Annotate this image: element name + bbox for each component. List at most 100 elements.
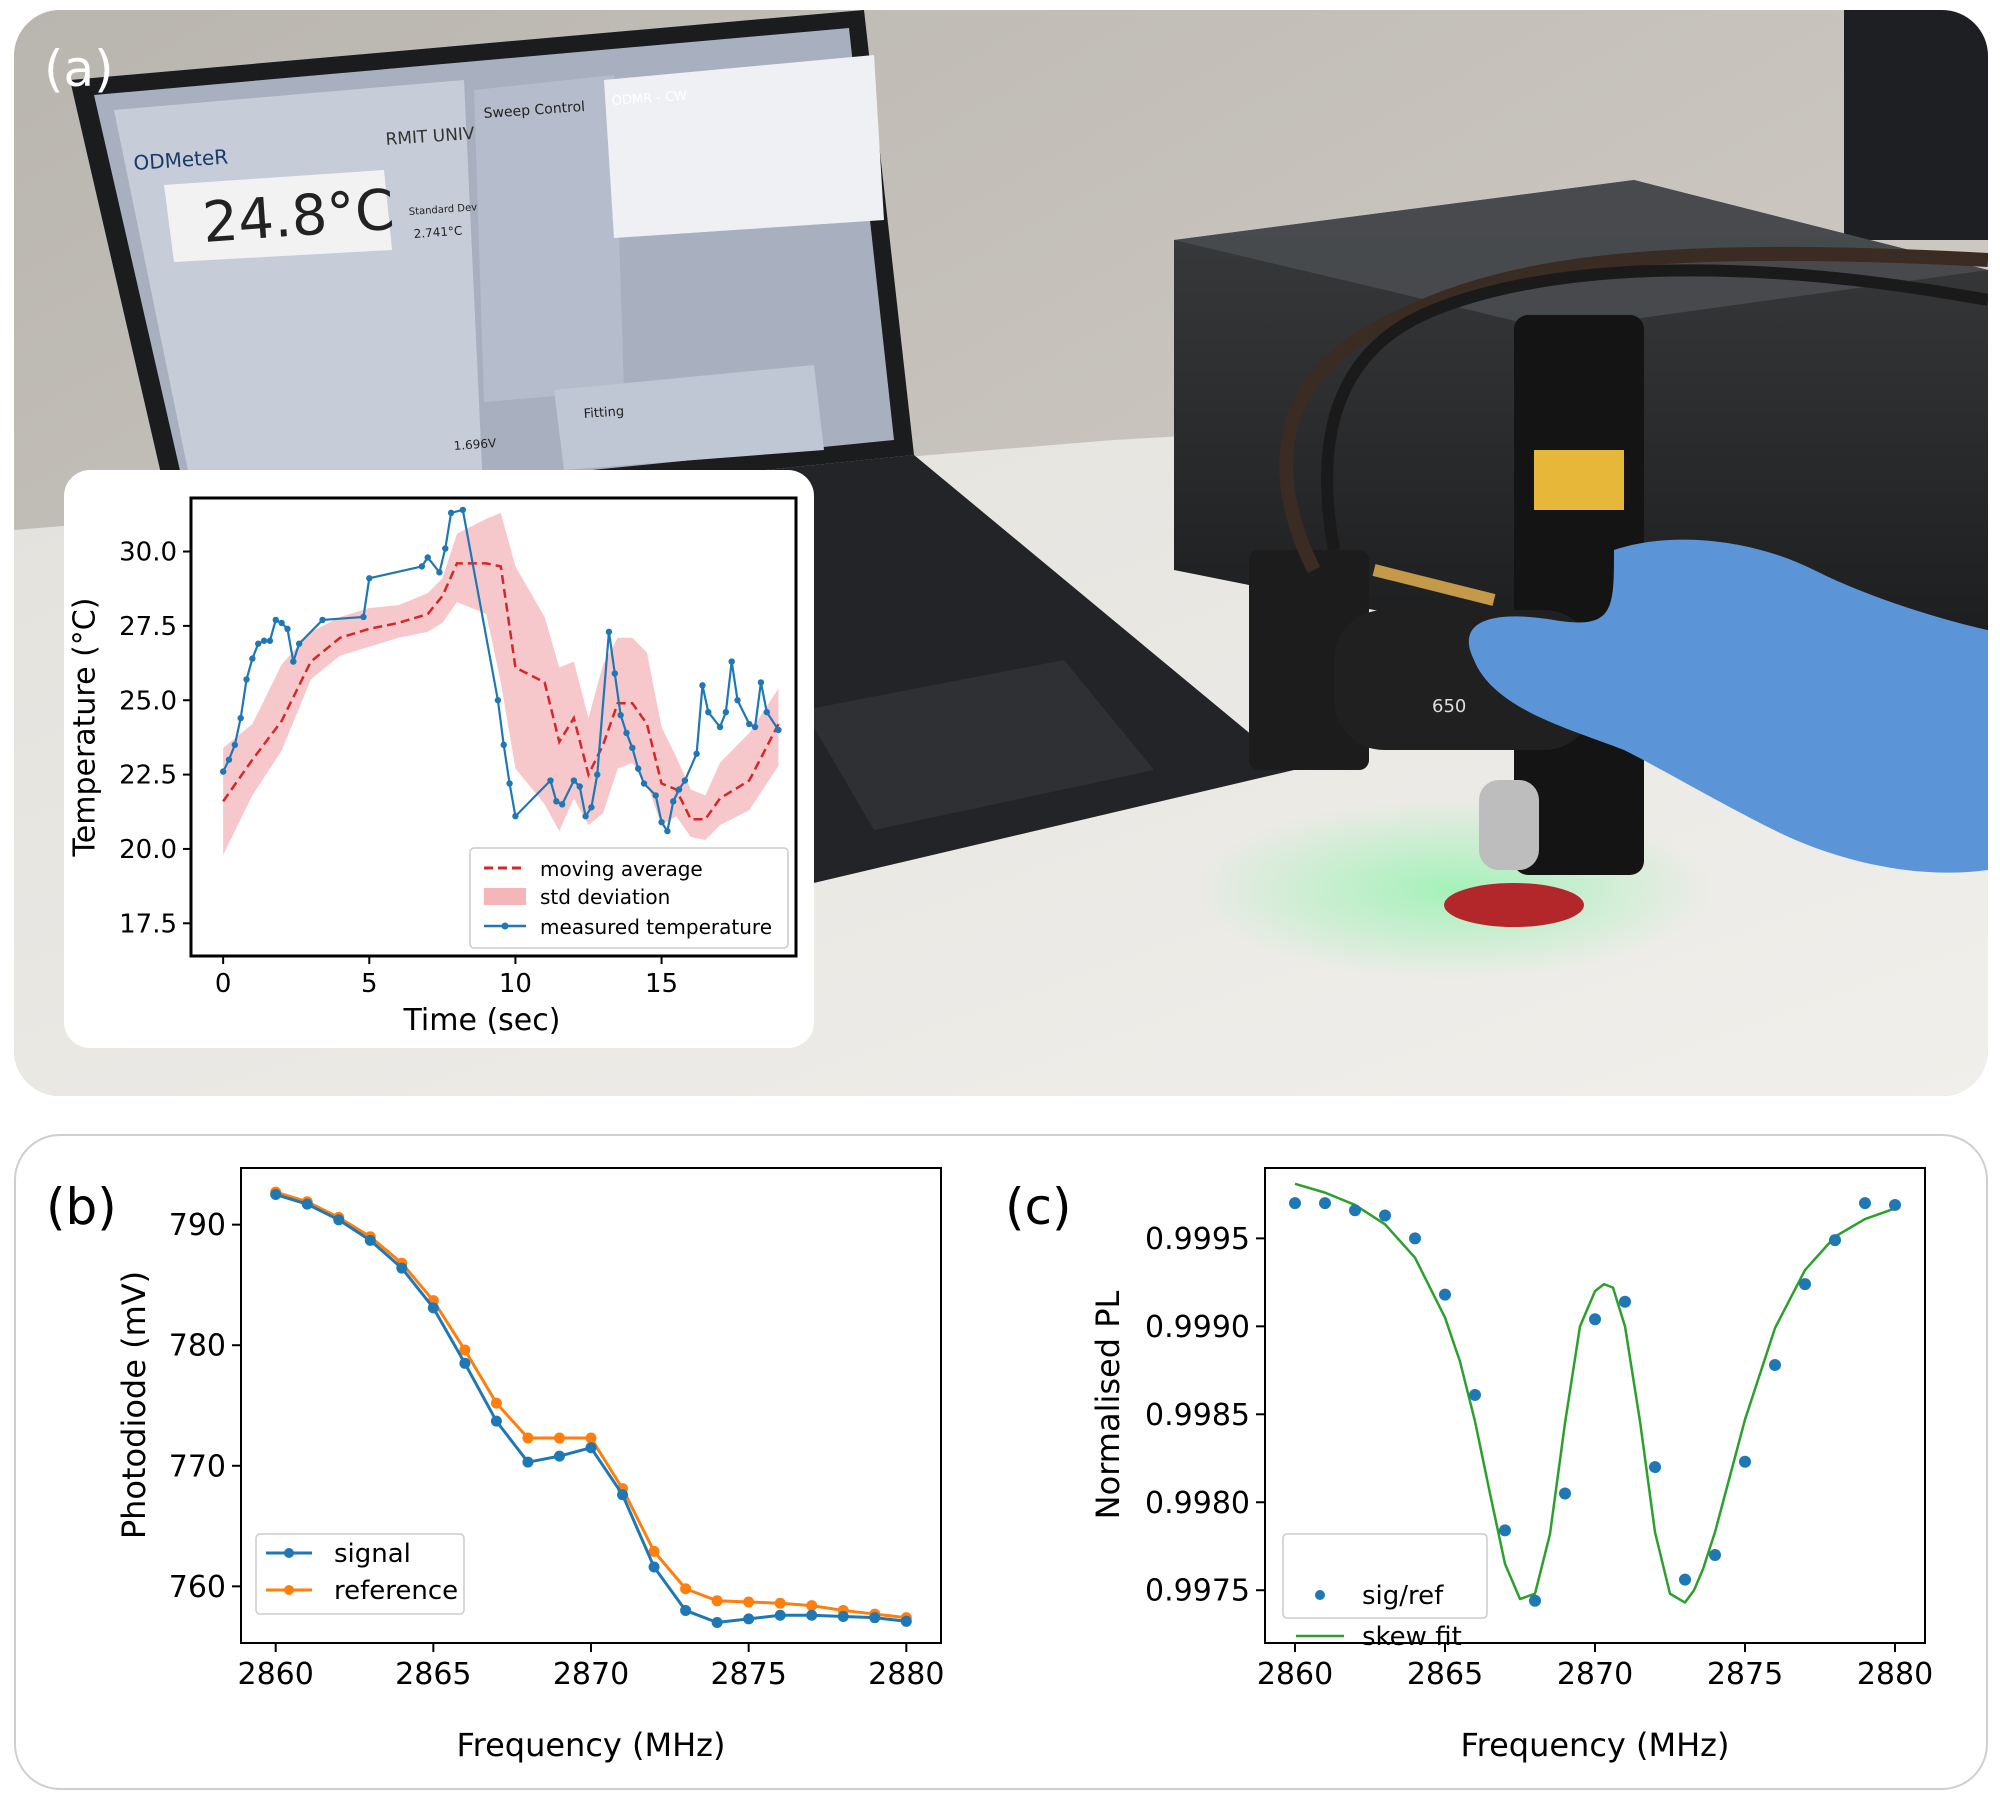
measured-temperature-point bbox=[681, 777, 689, 784]
measured-temperature-point bbox=[512, 813, 519, 820]
legend-marker-reference bbox=[284, 1585, 294, 1595]
signal-point bbox=[711, 1617, 723, 1629]
signal-point bbox=[680, 1604, 692, 1616]
photo-panel: 24.8°C ODMeteR RMIT UNIVERSITY Standard … bbox=[14, 10, 1988, 1096]
legend-label-std-deviation: std deviation bbox=[540, 885, 670, 909]
b-ytick-label: 760 bbox=[169, 1570, 226, 1605]
a-xtick-label: 15 bbox=[645, 969, 678, 999]
signal-point bbox=[333, 1214, 345, 1226]
measured-temperature-point bbox=[757, 679, 765, 686]
a-xtick-label: 10 bbox=[499, 969, 532, 999]
measured-temperature-point bbox=[360, 613, 367, 621]
c-xtick-label: 2870 bbox=[1557, 1657, 1633, 1692]
measured-temperature-point bbox=[576, 783, 583, 790]
signal-point bbox=[837, 1610, 849, 1622]
signal-point bbox=[459, 1357, 471, 1369]
sig-ref-point bbox=[1379, 1209, 1391, 1222]
measured-temperature-point bbox=[447, 509, 455, 517]
sweep-control-title: Sweep Control bbox=[483, 99, 585, 122]
measured-temperature-point bbox=[594, 771, 601, 778]
reference-point bbox=[490, 1397, 502, 1409]
x-axis-label-b: Frequency (MHz) bbox=[457, 1726, 726, 1764]
measured-temperature-point bbox=[617, 711, 624, 719]
b-xtick-label: 2875 bbox=[710, 1657, 786, 1692]
measured-temperature-point bbox=[284, 625, 291, 633]
measured-temperature-point bbox=[605, 628, 613, 636]
sig-ref-point bbox=[1409, 1232, 1421, 1245]
legend-a: moving average std deviation measured te… bbox=[469, 847, 789, 949]
signal-point bbox=[301, 1198, 313, 1210]
measured-temperature-point bbox=[640, 780, 648, 787]
inset-chart-card: 0 5 10 15 17.5 20.0 22.5 25.0 27.5 30.0 Time (se… bbox=[64, 470, 814, 1048]
a-ytick-label: 20.0 bbox=[119, 835, 177, 865]
a-ytick-label: 17.5 bbox=[119, 909, 177, 939]
measured-temperature-point bbox=[260, 637, 268, 644]
measured-temperature-point bbox=[547, 777, 554, 784]
c-ytick-label: 0.9980 bbox=[1145, 1486, 1250, 1521]
reference-point bbox=[553, 1432, 565, 1444]
measured-temperature-point bbox=[699, 682, 706, 689]
sig-ref-point bbox=[1679, 1573, 1691, 1586]
touchpad bbox=[804, 660, 1154, 830]
signal-point bbox=[270, 1189, 282, 1201]
legend-c: sig/ref skew fit bbox=[1282, 1533, 1488, 1652]
measured-temperature-point bbox=[418, 563, 426, 570]
signal-point bbox=[522, 1456, 534, 1468]
sig-ref-point bbox=[1769, 1359, 1781, 1372]
sig-ref-point bbox=[1439, 1288, 1451, 1301]
warning-label bbox=[1534, 450, 1624, 510]
measured-temperature-point bbox=[658, 818, 665, 826]
measured-temperature-point bbox=[623, 729, 630, 737]
measured-temperature-point bbox=[243, 676, 250, 683]
cable-brown bbox=[1279, 246, 1988, 574]
measured-temperature-point bbox=[558, 801, 566, 808]
signal-point bbox=[585, 1442, 597, 1454]
sig-ref-point bbox=[1889, 1198, 1901, 1211]
legend-label-measured-temperature: measured temperature bbox=[540, 915, 772, 939]
measured-temperature-point bbox=[436, 569, 443, 576]
fitting-title: Fitting bbox=[583, 404, 624, 422]
measured-temperature-point bbox=[775, 726, 782, 734]
sig-ref-point bbox=[1829, 1234, 1841, 1247]
moving-average-line bbox=[222, 562, 780, 821]
signal-point bbox=[869, 1612, 881, 1624]
c-ytick-label: 0.9995 bbox=[1145, 1222, 1250, 1257]
sig-ref-point bbox=[1739, 1455, 1751, 1468]
cable-black bbox=[1321, 264, 1988, 552]
b-xtick-label: 2880 bbox=[868, 1657, 944, 1692]
signal-point bbox=[617, 1489, 629, 1501]
measured-temperature-point bbox=[255, 640, 262, 647]
legend-label-skew-fit: skew fit bbox=[1362, 1622, 1462, 1652]
measured-temperature-point bbox=[459, 506, 467, 514]
measured-temperature-point bbox=[588, 804, 595, 811]
sig-ref-point bbox=[1649, 1461, 1661, 1474]
sig-ref-point bbox=[1619, 1295, 1631, 1308]
x-axis-label-c: Frequency (MHz) bbox=[1461, 1726, 1730, 1764]
a-ytick-label: 25.0 bbox=[119, 686, 177, 716]
skew-fit-line bbox=[1294, 1182, 1896, 1604]
signal-point bbox=[553, 1450, 565, 1462]
equipment-corner bbox=[1844, 10, 1988, 240]
measured-temperature-point bbox=[266, 637, 274, 644]
measured-temperature-point bbox=[500, 741, 507, 749]
measured-temperature-point bbox=[652, 792, 659, 799]
signal-point bbox=[396, 1262, 408, 1274]
measured-temperature-point bbox=[716, 723, 724, 731]
sig-ref-point bbox=[1349, 1204, 1361, 1217]
gloved-hand bbox=[1468, 539, 1988, 873]
a-xtick-label: 0 bbox=[215, 969, 232, 999]
reference-point bbox=[459, 1344, 471, 1356]
a-xtick-label: 5 bbox=[361, 969, 378, 999]
measured-temperature-point bbox=[746, 720, 753, 728]
signal-point bbox=[743, 1613, 755, 1625]
metal-knob bbox=[1479, 780, 1539, 870]
b-xtick-label: 2860 bbox=[238, 1657, 314, 1692]
c-ytick-label: 0.9975 bbox=[1145, 1574, 1250, 1609]
measured-temperature-point bbox=[611, 670, 618, 677]
measured-temperature-point bbox=[278, 619, 285, 627]
measured-temperature-point bbox=[272, 616, 279, 624]
temp-readout: 24.8°C bbox=[200, 178, 396, 256]
c-xtick-label: 2860 bbox=[1257, 1657, 1333, 1692]
measured-temperature-point bbox=[319, 616, 326, 624]
sample-red bbox=[1444, 883, 1584, 927]
